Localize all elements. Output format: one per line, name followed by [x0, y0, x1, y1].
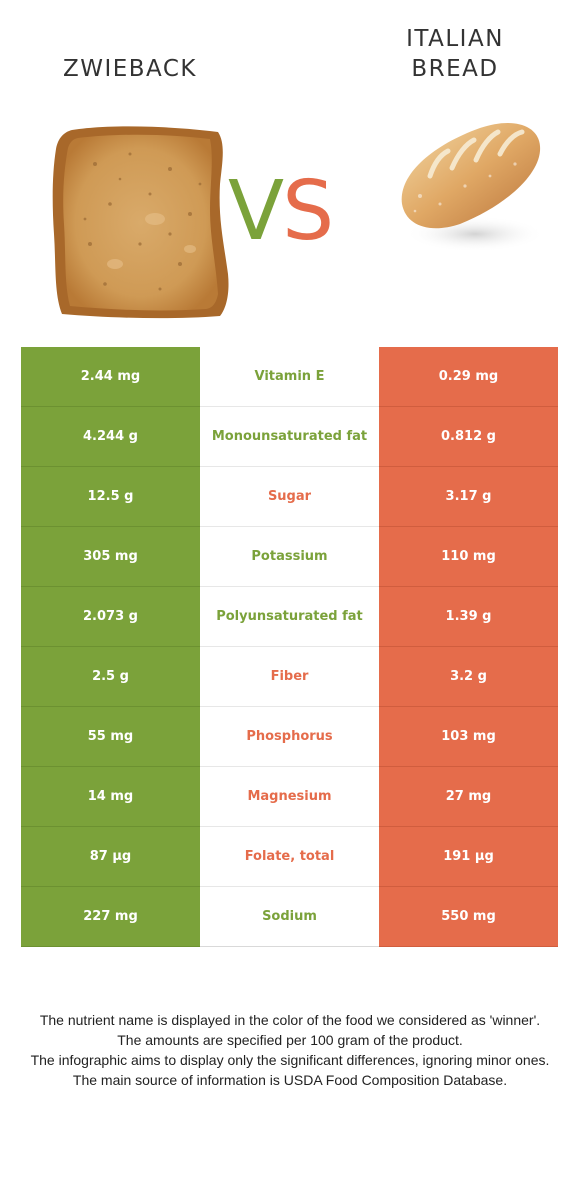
italian-bread-value: 191 µg	[379, 827, 558, 887]
zwieback-value: 14 mg	[21, 767, 200, 827]
italian-bread-value: 550 mg	[379, 887, 558, 947]
footnote-line: The amounts are specified per 100 gram o…	[117, 1032, 463, 1048]
zwieback-value: 2.5 g	[21, 647, 200, 707]
italian-bread-image	[401, 122, 545, 252]
footnote-line: The nutrient name is displayed in the co…	[39, 1012, 541, 1028]
italian-bread-value: 3.17 g	[379, 467, 558, 527]
nutrient-name: Monounsaturated fat	[200, 407, 379, 466]
food-right-title-line2: BREAD	[411, 56, 499, 82]
italian-bread-value: 0.812 g	[379, 407, 558, 467]
zwieback-value: 12.5 g	[21, 467, 200, 527]
zwieback-value: 4.244 g	[21, 407, 200, 467]
food-right-title-line1: ITALIAN	[406, 26, 504, 52]
italian-bread-value: 110 mg	[379, 527, 558, 587]
nutrient-name: Phosphorus	[200, 707, 379, 766]
footnote: The nutrient name is displayed in the co…	[30, 1010, 550, 1090]
table-row: 14 mg Magnesium 27 mg	[21, 767, 558, 827]
italian-bread-value: 27 mg	[379, 767, 558, 827]
zwieback-value: 55 mg	[21, 707, 200, 767]
food-left-title: ZWIEBACK	[62, 56, 198, 82]
table-row: 2.44 mg Vitamin E 0.29 mg	[21, 347, 558, 407]
nutrient-name: Vitamin E	[200, 347, 379, 406]
italian-bread-value: 0.29 mg	[379, 347, 558, 407]
nutrient-name: Folate, total	[200, 827, 379, 886]
nutrient-name: Sugar	[200, 467, 379, 526]
nutrient-name: Polyunsaturated fat	[200, 587, 379, 646]
zwieback-value: 2.073 g	[21, 587, 200, 647]
footnote-line: The infographic aims to display only the…	[30, 1052, 550, 1068]
food-right-title: ITALIAN BREAD	[365, 24, 545, 84]
nutrient-name: Sodium	[200, 887, 379, 946]
table-row: 55 mg Phosphorus 103 mg	[21, 707, 558, 767]
zwieback-value: 227 mg	[21, 887, 200, 947]
zwieback-value: 2.44 mg	[21, 347, 200, 407]
zwieback-value: 305 mg	[21, 527, 200, 587]
footnote-line: The main source of information is USDA F…	[72, 1072, 508, 1088]
vs-s: S	[282, 164, 334, 259]
italian-bread-value: 103 mg	[379, 707, 558, 767]
table-row: 2.073 g Polyunsaturated fat 1.39 g	[21, 587, 558, 647]
nutrient-name: Fiber	[200, 647, 379, 706]
table-row: 4.244 g Monounsaturated fat 0.812 g	[21, 407, 558, 467]
italian-bread-value: 1.39 g	[379, 587, 558, 647]
italian-bread-value: 3.2 g	[379, 647, 558, 707]
table-row: 2.5 g Fiber 3.2 g	[21, 647, 558, 707]
nutrient-name: Magnesium	[200, 767, 379, 826]
vs-label: VS	[228, 162, 334, 262]
zwieback-value: 87 µg	[21, 827, 200, 887]
table-row: 87 µg Folate, total 191 µg	[21, 827, 558, 887]
zwieback-image	[52, 126, 229, 319]
table-row: 12.5 g Sugar 3.17 g	[21, 467, 558, 527]
vs-v: V	[228, 164, 284, 259]
comparison-table: 2.44 mg Vitamin E 0.29 mg 4.244 g Monounsatu…	[21, 347, 558, 947]
table-row: 305 mg Potassium 110 mg	[21, 527, 558, 587]
nutrient-name: Potassium	[200, 527, 379, 586]
table-row: 227 mg Sodium 550 mg	[21, 887, 558, 947]
